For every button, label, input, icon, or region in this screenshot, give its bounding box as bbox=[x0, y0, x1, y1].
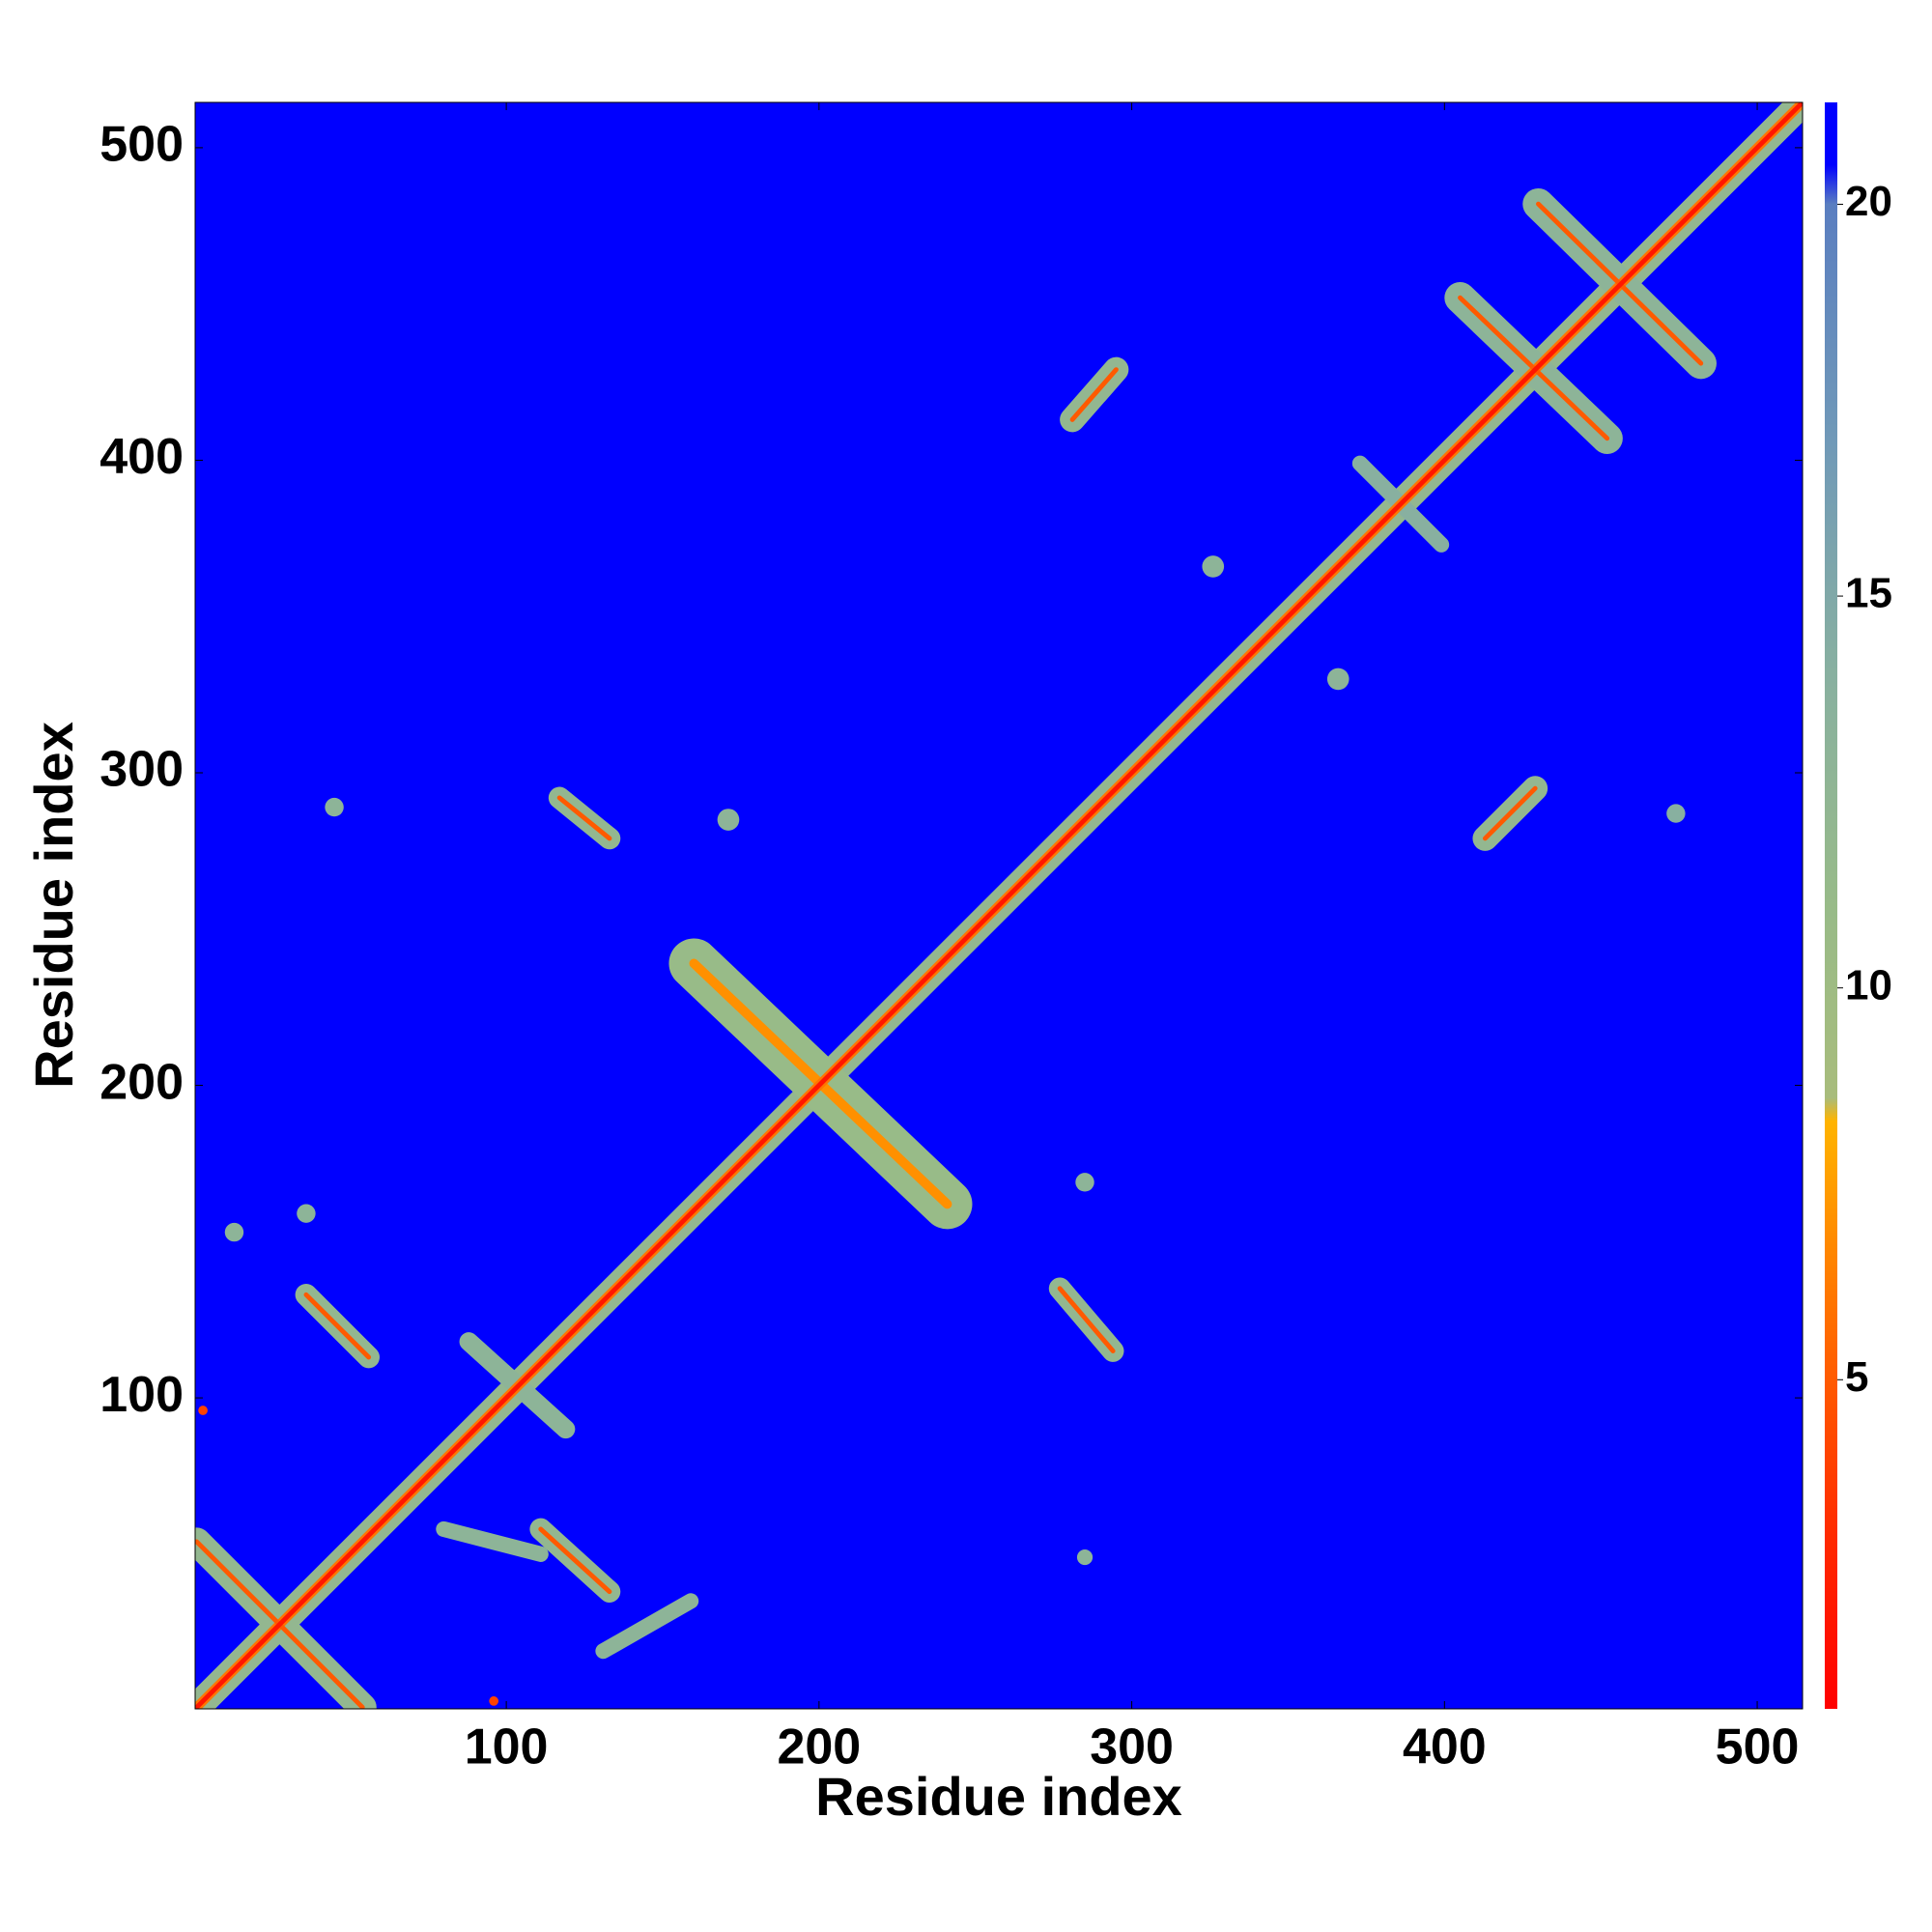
contact-band bbox=[1482, 785, 1538, 841]
contact-band bbox=[538, 1526, 612, 1595]
colorbar-tick-label: 15 bbox=[1845, 570, 1892, 617]
x-tick-label: 400 bbox=[1403, 1719, 1487, 1776]
colorbar-tick-label: 10 bbox=[1845, 961, 1892, 1009]
contact-band bbox=[436, 1520, 549, 1562]
y-tick-label: 200 bbox=[99, 1054, 184, 1110]
y-axis-title: Residue index bbox=[23, 722, 84, 1089]
contact-band bbox=[556, 795, 612, 841]
contact-band bbox=[595, 1593, 699, 1660]
contact-band bbox=[303, 1292, 372, 1360]
y-tick-label: 400 bbox=[99, 429, 184, 485]
x-tick-label: 100 bbox=[465, 1719, 549, 1776]
y-tick-label: 100 bbox=[99, 1367, 184, 1423]
colorbar-tick-label: 20 bbox=[1845, 178, 1892, 225]
contacts bbox=[195, 102, 1803, 1709]
plot-frame bbox=[194, 101, 1804, 1710]
colorbar-tick-label: 5 bbox=[1845, 1353, 1868, 1401]
colorbar bbox=[1825, 102, 1837, 1709]
y-tick-label: 500 bbox=[99, 117, 184, 173]
contact-band bbox=[195, 102, 1803, 1709]
x-tick-label: 200 bbox=[777, 1719, 861, 1776]
x-axis-title: Residue index bbox=[815, 1766, 1182, 1827]
contact-band bbox=[1057, 1286, 1116, 1353]
x-tick-label: 500 bbox=[1716, 1719, 1800, 1776]
contact-band bbox=[1069, 367, 1119, 422]
x-tick-label: 300 bbox=[1090, 1719, 1174, 1776]
y-tick-label: 300 bbox=[99, 742, 184, 798]
